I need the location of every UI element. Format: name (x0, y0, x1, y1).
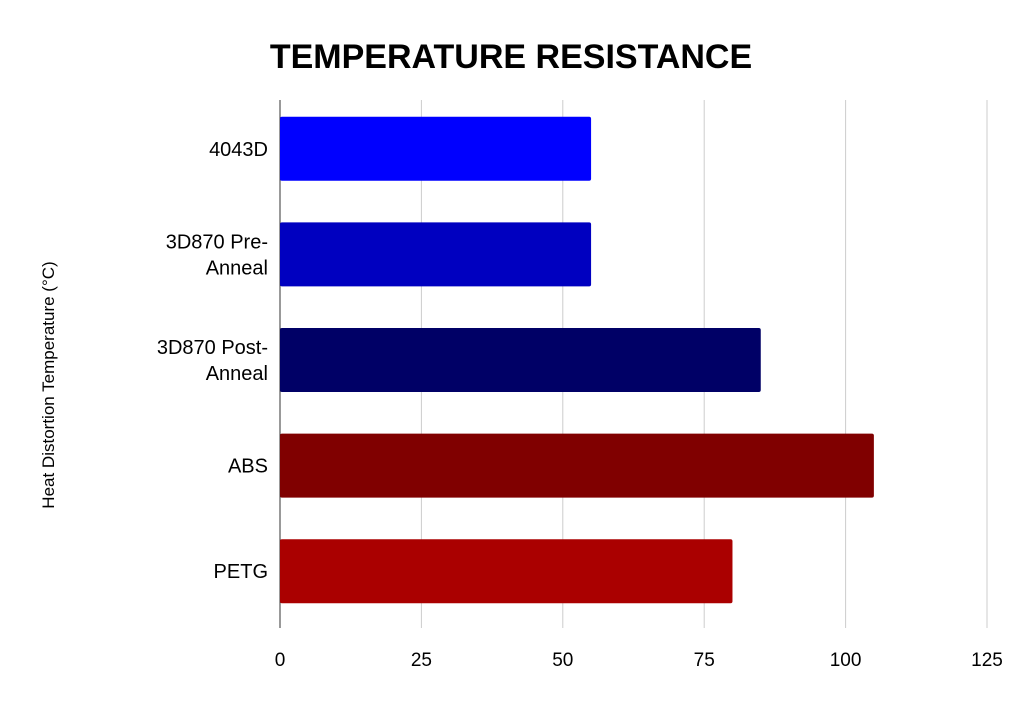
y-tick-label-line: PETG (214, 561, 268, 583)
y-tick-label: 4043D (209, 139, 268, 161)
x-tick-label: 0 (275, 650, 286, 671)
y-tick-label: ABS (228, 456, 268, 478)
x-tick-label: 100 (830, 650, 862, 671)
y-tick-label: 3D870 Pre- Anneal (166, 231, 268, 279)
x-tick-label: 75 (694, 650, 715, 671)
x-tick-label: 25 (411, 650, 432, 671)
y-tick-label: PETG (214, 561, 268, 583)
y-tick-label-line: Anneal (206, 363, 268, 385)
x-tick-label: 125 (971, 650, 1003, 671)
y-tick-label-line: Anneal (206, 257, 268, 279)
y-tick-label-line: 4043D (209, 139, 268, 161)
bar (280, 433, 874, 498)
y-axis-label: Heat Distortion Temperature (°C) (39, 261, 58, 508)
y-tick-label-line: ABS (228, 456, 268, 478)
chart-title: TEMPERATURE RESISTANCE (270, 38, 752, 76)
bar (280, 328, 761, 392)
bar (280, 539, 733, 604)
bar (280, 116, 592, 181)
x-tick-label: 50 (552, 650, 573, 671)
y-tick-label: 3D870 Post- Anneal (157, 337, 268, 385)
y-tick-label-line: 3D870 Post- (157, 337, 268, 359)
bar (280, 222, 592, 287)
y-tick-label-line: 3D870 Pre- (166, 231, 268, 253)
